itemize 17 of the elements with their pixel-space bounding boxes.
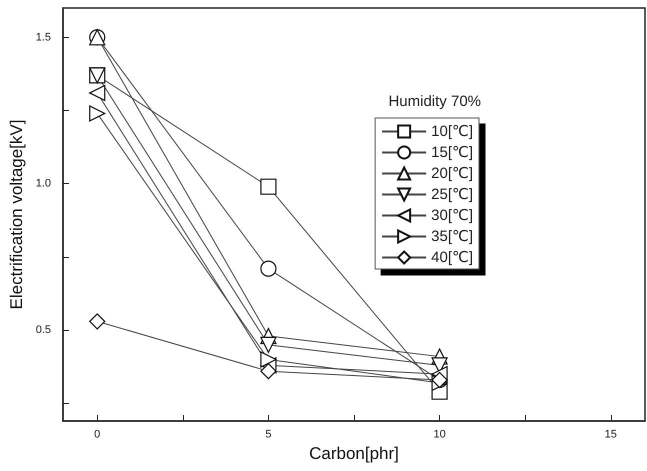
x-tick-label: 10: [433, 428, 446, 440]
legend-label: 35[℃]: [431, 228, 474, 245]
legend-label: 15[℃]: [431, 144, 474, 161]
legend-title: Humidity 70%: [388, 93, 482, 110]
legend-label: 20[℃]: [431, 165, 474, 182]
legend-label: 30[℃]: [431, 207, 474, 224]
legend-label: 10[℃]: [431, 123, 474, 140]
y-axis-title: Electrification voltage[kV]: [6, 120, 26, 310]
legend-label: 40[℃]: [431, 249, 474, 266]
legend-label: 25[℃]: [431, 186, 474, 203]
x-tick-label: 5: [265, 428, 272, 440]
x-tick-label: 0: [94, 428, 100, 440]
x-tick-label: 15: [604, 428, 617, 440]
x-axis-title: Carbon[phr]: [309, 444, 399, 463]
y-tick-label: 1.5: [36, 31, 51, 44]
y-tick-label: 0.5: [36, 324, 51, 336]
y-tick-label: 1.0: [36, 178, 51, 190]
